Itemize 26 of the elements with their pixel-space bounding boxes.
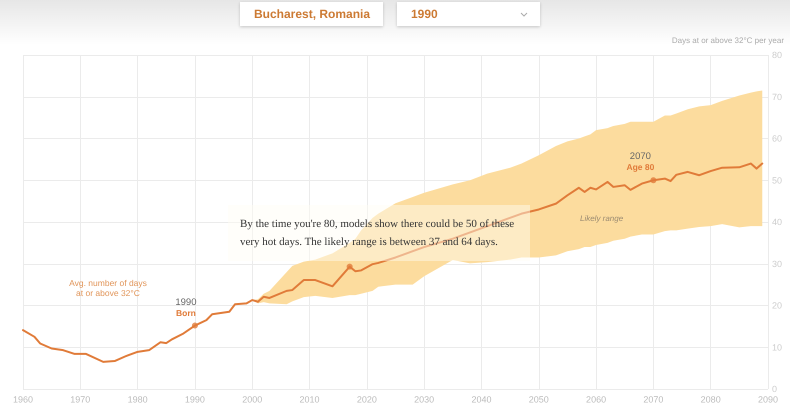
x-tick-label: 2080	[700, 394, 721, 404]
annotation: Avg. number of days at or above 32°C	[69, 278, 147, 298]
x-tick-label: 1990	[184, 394, 205, 404]
x-tick-label: 2060	[586, 394, 606, 404]
point	[650, 177, 656, 184]
annotation: 1990 Born	[175, 296, 196, 319]
x-tick-label: 2050	[528, 394, 549, 404]
text: 1990	[397, 2, 540, 26]
x-tick-label: 2000	[242, 394, 262, 404]
x-tick-label: 2020	[356, 394, 377, 404]
annotation: By the time you're 80, models show there could be 50 of these very hot days. The likely range is between 37 and 64 days.	[228, 205, 530, 261]
x-tick-label: 2010	[300, 394, 320, 404]
x-tick-label: 2070	[643, 394, 664, 404]
x-tick-label: 2030	[414, 394, 434, 404]
annotation: Likely range	[580, 214, 624, 223]
x-tick-label: 2040	[471, 394, 492, 404]
x-tick-label: 1980	[128, 394, 148, 404]
annotation: 2070 Age 80	[626, 151, 654, 174]
point	[346, 264, 353, 270]
text: Bucharest, Romania	[240, 2, 383, 26]
point	[192, 322, 198, 329]
line-series	[22, 162, 764, 363]
x-tick-label: 1970	[70, 394, 90, 404]
x-tick-label: 1960	[12, 394, 34, 404]
y-axis-title: Days at or above 32°C per year	[672, 36, 784, 45]
x-tick-label: 2090	[758, 394, 778, 404]
